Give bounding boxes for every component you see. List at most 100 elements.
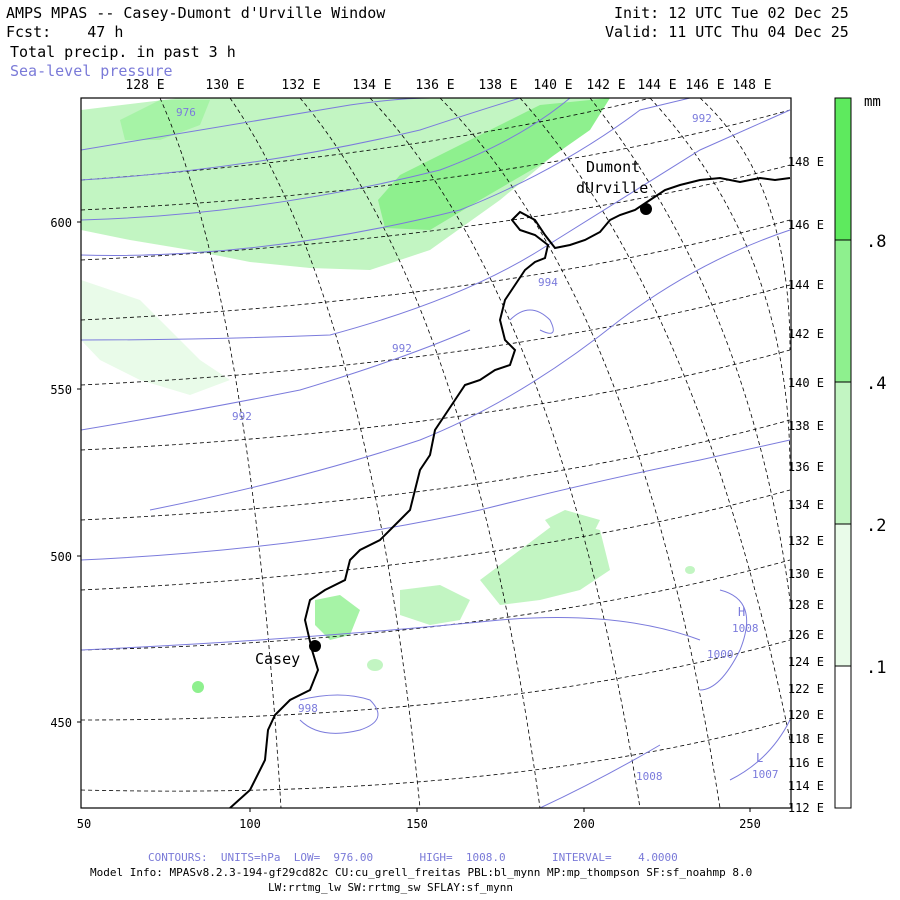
precip-spot xyxy=(192,681,204,693)
contour-label: 992 xyxy=(692,112,712,125)
contour-988 xyxy=(81,98,691,256)
map-title: AMPS MPAS -- Casey-Dumont d'Urville Wind… xyxy=(6,4,386,22)
right-tick-label: 146 E xyxy=(788,218,824,232)
station-label-durville: dUrville xyxy=(576,179,648,197)
colorbar: mm .8 .4 .2 .1 xyxy=(834,94,886,809)
low-marker: L xyxy=(756,751,763,765)
y-axis-ticks: 600 550 500 450 xyxy=(50,216,81,730)
right-tick-label: 120 E xyxy=(788,708,824,722)
x-tick-label: 200 xyxy=(573,817,595,831)
right-longitude-ticks: 148 E 146 E 144 E 142 E 140 E 138 E 136 … xyxy=(788,155,824,815)
model-info: Model Info: MPASv8.2.3-194-gf29cd82c CU:… xyxy=(90,866,753,879)
precip-spot-2 xyxy=(367,659,383,671)
colorbar-bin-mid xyxy=(834,381,852,525)
right-tick-label: 112 E xyxy=(788,801,824,815)
contour-label: 976 xyxy=(176,106,196,119)
top-tick-label: 140 E xyxy=(533,78,572,93)
colorbar-bin-high xyxy=(834,239,852,383)
contour-1007 xyxy=(729,719,791,781)
contour-984 xyxy=(81,98,571,221)
contour-casey xyxy=(299,694,379,734)
precip-area-casey xyxy=(315,595,360,640)
right-tick-label: 140 E xyxy=(788,376,824,390)
right-tick-label: 122 E xyxy=(788,682,824,696)
x-tick-label: 50 xyxy=(77,817,91,831)
x-tick-label: 250 xyxy=(739,817,761,831)
contour-label: 1008 xyxy=(732,622,759,635)
top-tick-label: 134 E xyxy=(352,78,391,93)
contour-1004 xyxy=(81,617,701,651)
station-label-casey: Casey xyxy=(255,650,300,668)
top-tick-label: 130 E xyxy=(205,78,244,93)
high-marker: H xyxy=(738,605,745,619)
x-axis-ticks: 50 100 150 200 250 xyxy=(77,808,761,831)
top-longitude-ticks: 128 E 130 E 132 E 134 E 136 E 138 E 140 … xyxy=(125,78,771,93)
contour-label: 992 xyxy=(232,410,252,423)
valid-time: Valid: 11 UTC Thu 04 Dec 25 xyxy=(605,23,849,41)
colorbar-bin-none xyxy=(834,665,852,809)
right-tick-label: 132 E xyxy=(788,534,824,548)
y-tick-label: 450 xyxy=(50,716,72,730)
field-slp-label: Sea-level pressure xyxy=(10,62,173,80)
top-tick-label: 136 E xyxy=(415,78,454,93)
model-info-physics: LW:rrtmg_lw SW:rrtmg_sw SFLAY:sf_mynn xyxy=(268,881,514,894)
contour-info: CONTOURS: UNITS=hPa LOW= 976.00 HIGH= 10… xyxy=(148,851,678,864)
top-tick-label: 144 E xyxy=(637,78,676,93)
contour-1008b xyxy=(539,744,661,808)
top-tick-label: 146 E xyxy=(685,78,724,93)
contour-label: 994 xyxy=(538,276,558,289)
right-tick-label: 134 E xyxy=(788,498,824,512)
contour-label: 1008 xyxy=(636,770,663,783)
contour-980 xyxy=(81,98,521,181)
graticule xyxy=(81,98,791,808)
dumont-durville-marker xyxy=(640,203,652,215)
precip-area-west xyxy=(81,280,230,395)
x-tick-label: 100 xyxy=(239,817,261,831)
y-tick-label: 550 xyxy=(50,383,72,397)
right-tick-label: 130 E xyxy=(788,567,824,581)
precip-area-northwest xyxy=(120,100,210,140)
top-tick-label: 128 E xyxy=(125,78,164,93)
precip-area-offshore-2 xyxy=(545,510,600,540)
right-tick-label: 128 E xyxy=(788,598,824,612)
init-time: Init: 12 UTC Tue 02 Dec 25 xyxy=(614,4,849,22)
contour-996 xyxy=(149,229,791,511)
colorbar-label: .2 xyxy=(866,516,886,536)
contour-label: 1007 xyxy=(752,768,779,781)
top-tick-label: 138 E xyxy=(478,78,517,93)
slp-contours xyxy=(81,98,791,808)
right-tick-label: 114 E xyxy=(788,779,824,793)
y-tick-label: 600 xyxy=(50,216,72,230)
station-label-dumont: Dumont xyxy=(586,158,640,176)
contour-1008 xyxy=(699,589,748,691)
right-tick-label: 118 E xyxy=(788,732,824,746)
contour-local xyxy=(509,309,554,334)
right-tick-label: 136 E xyxy=(788,460,824,474)
field-precip-label: Total precip. in past 3 h xyxy=(10,43,236,61)
contour-label: 1000 xyxy=(707,648,734,661)
precip-spot-3 xyxy=(685,566,695,574)
contour-976 xyxy=(81,98,431,151)
colorbar-label: .1 xyxy=(866,658,886,678)
contour-label: 998 xyxy=(298,702,318,715)
top-tick-label: 148 E xyxy=(732,78,771,93)
colorbar-bin-low xyxy=(834,523,852,667)
map-frame xyxy=(80,97,792,809)
precip-area-band xyxy=(378,98,610,230)
colorbar-bin-top xyxy=(834,97,852,241)
contour-label: 992 xyxy=(392,342,412,355)
contour-1000 xyxy=(81,439,791,561)
coastline xyxy=(229,176,791,808)
casey-marker xyxy=(309,640,321,652)
colorbar-unit: mm xyxy=(864,94,881,110)
right-tick-label: 116 E xyxy=(788,756,824,770)
right-tick-label: 138 E xyxy=(788,419,824,433)
right-tick-label: 124 E xyxy=(788,655,824,669)
top-tick-label: 142 E xyxy=(586,78,625,93)
y-tick-label: 500 xyxy=(50,550,72,564)
top-tick-label: 132 E xyxy=(281,78,320,93)
contour-992b xyxy=(81,329,471,431)
contour-labels: 976 992 994 992 992 1008 1000 998 1008 1… xyxy=(176,106,779,783)
right-tick-label: 126 E xyxy=(788,628,824,642)
